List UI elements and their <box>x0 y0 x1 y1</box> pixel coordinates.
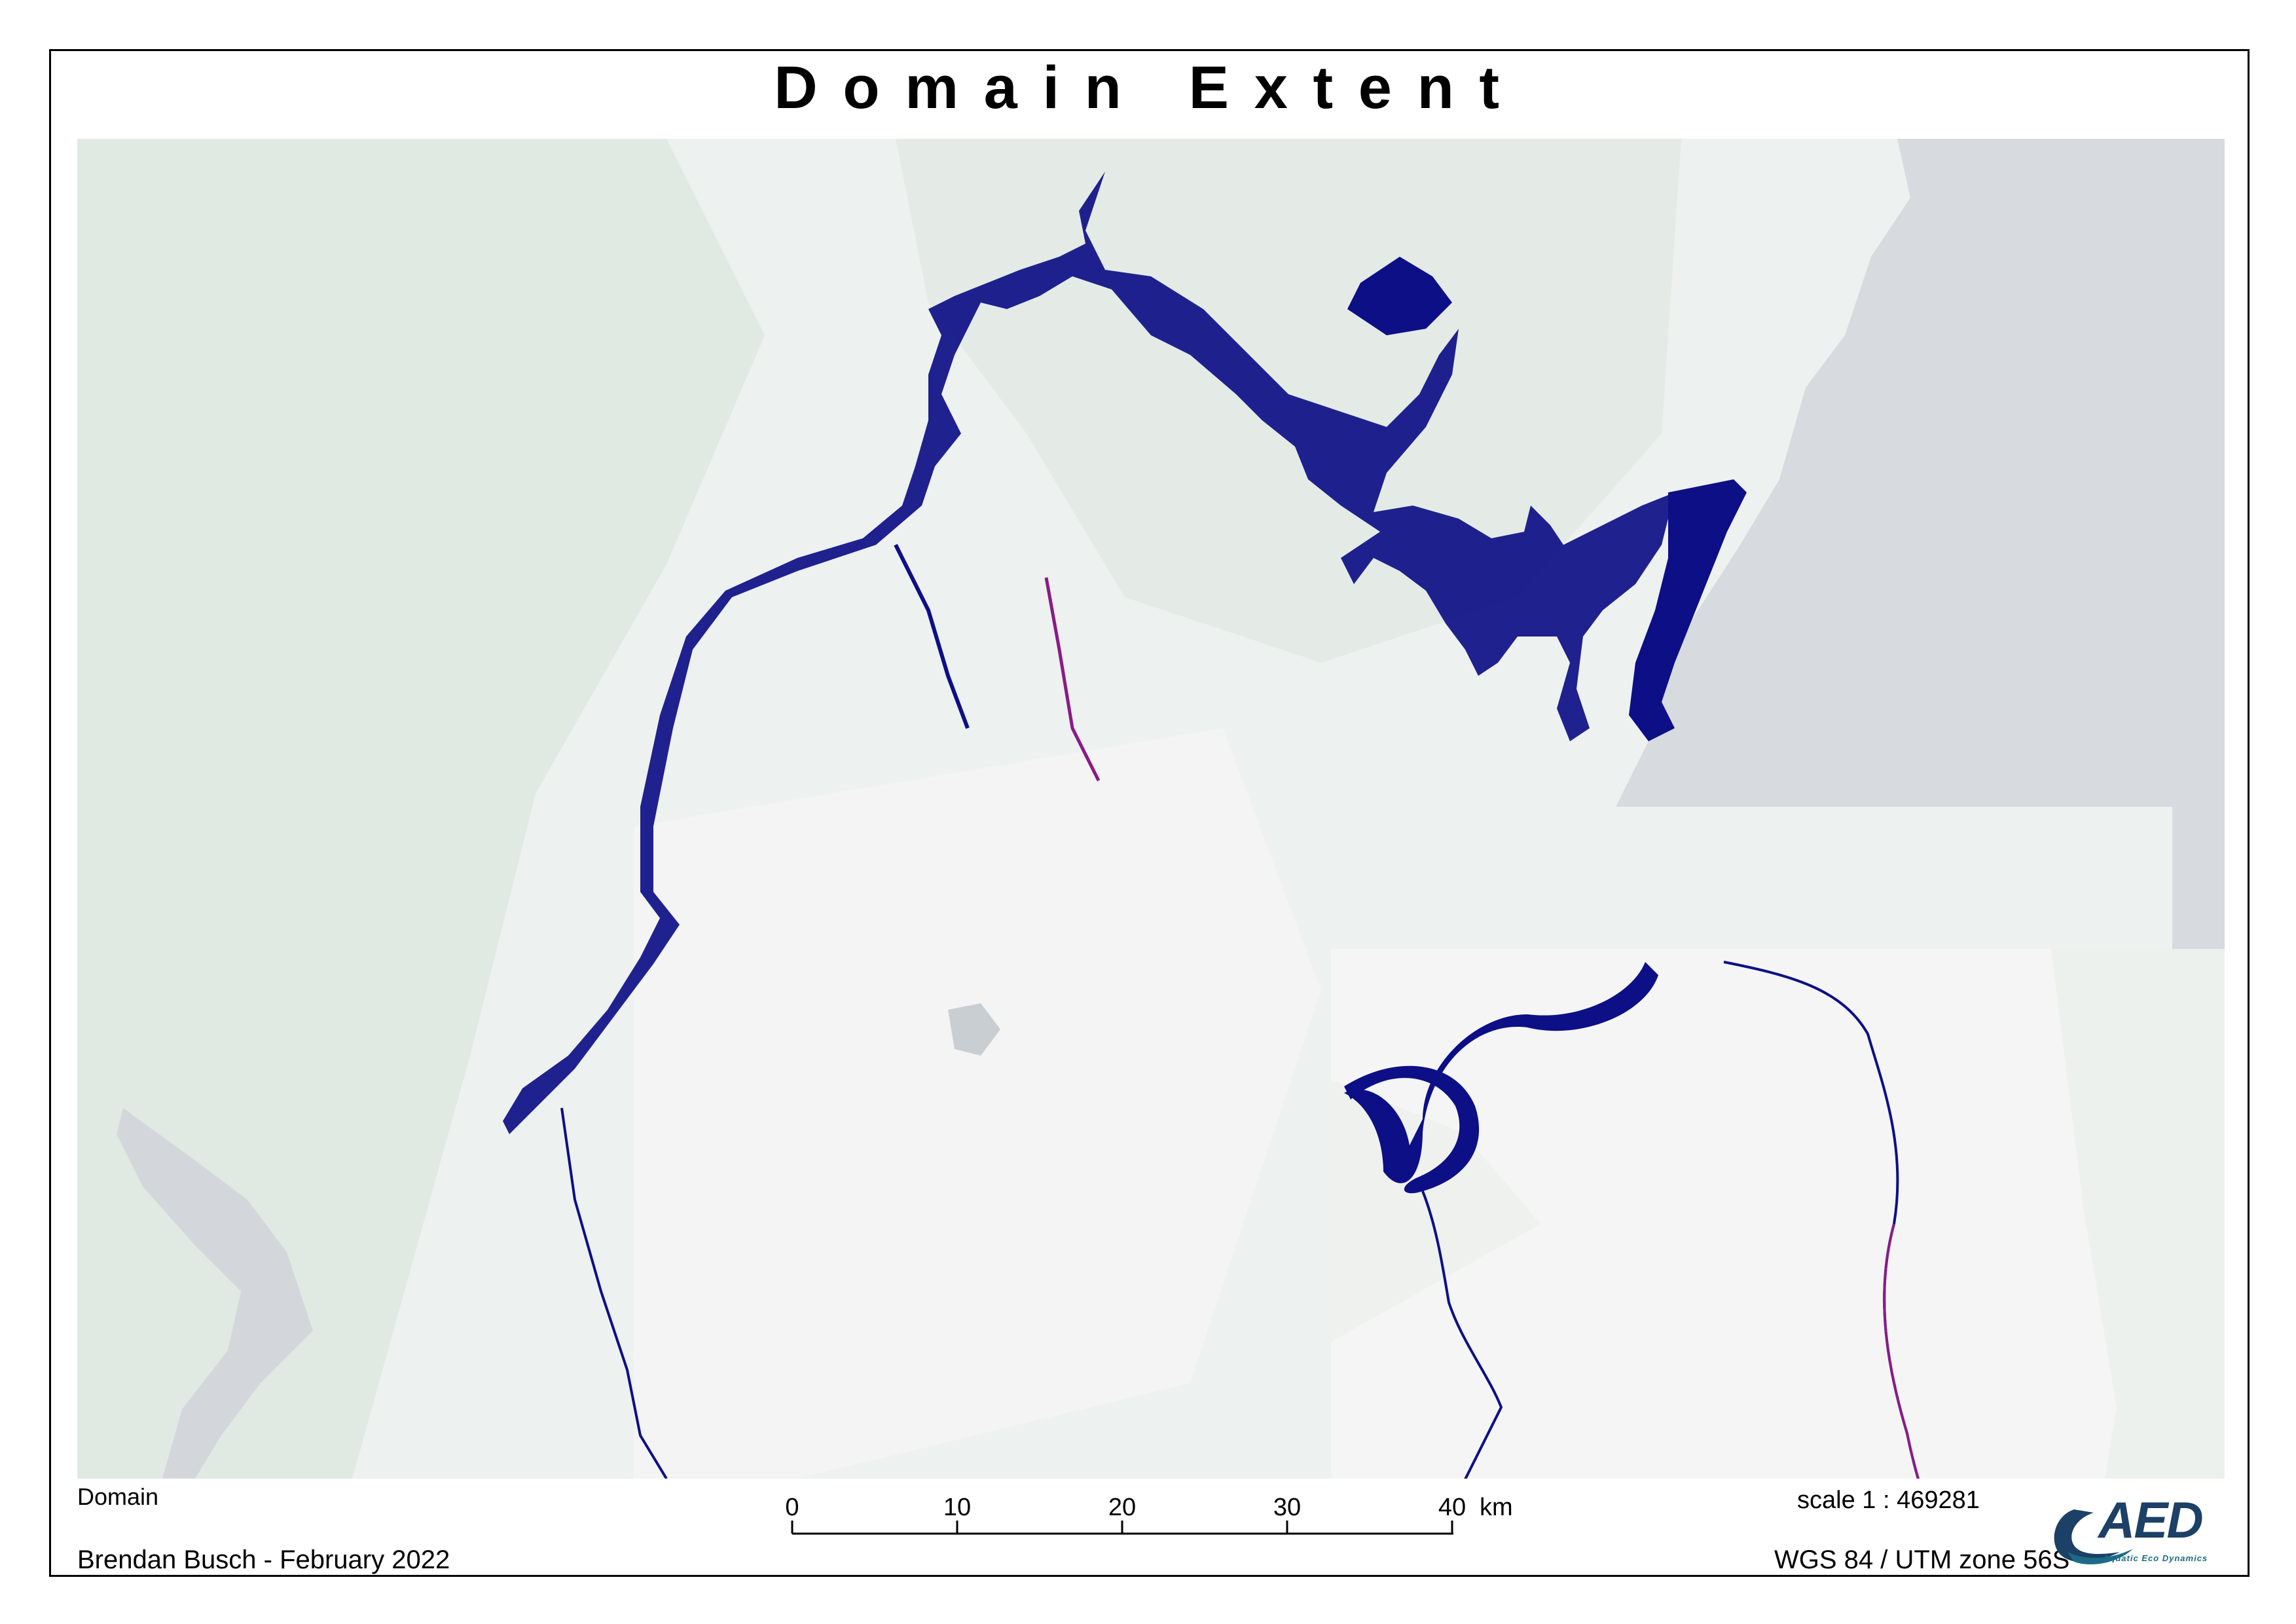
scale-tick-label: 30 <box>1273 1494 1301 1521</box>
map-layout-frame <box>49 49 2250 1577</box>
map-title: Domain Extent <box>774 54 1525 121</box>
inset-land-east <box>2051 949 2225 1479</box>
forest-west <box>77 139 765 1479</box>
coordinate-reference-system: WGS 84 / UTM zone 56S <box>1774 1545 2070 1574</box>
legend-domain-label: Domain <box>77 1483 159 1510</box>
airport <box>948 1003 1000 1056</box>
logo-swirl-icon <box>2054 1509 2133 1564</box>
tributary-west <box>894 544 970 729</box>
reservoir <box>117 1108 313 1479</box>
ocean <box>1616 139 2225 1479</box>
river-south <box>560 1107 668 1479</box>
author-line: Brendan Busch - February 2022 <box>77 1545 450 1574</box>
scale-unit-label: km <box>1480 1494 1513 1521</box>
inset-tributary-upper <box>1883 1223 1920 1479</box>
inset-river-south <box>1421 1190 1503 1479</box>
domain-north-arm <box>1347 257 1452 335</box>
scale-bar-graphic: 0 10 20 30 40 km <box>785 1494 1513 1535</box>
urban-area <box>634 728 1321 1479</box>
inset-river-loop <box>1344 1065 1480 1194</box>
logo-wordmark: AED <box>2098 1491 2204 1549</box>
scale-tick-label: 0 <box>785 1494 799 1521</box>
logo-tagline: Aquatic Eco Dynamics <box>2103 1553 2208 1563</box>
inset-map[interactable] <box>1331 949 2225 1479</box>
scale-tick-label: 20 <box>1108 1494 1136 1521</box>
inset-river-main <box>1344 962 1658 1183</box>
scale-tick-label: 10 <box>943 1494 971 1521</box>
scale-bar: 0 10 20 30 40 km <box>753 1492 1539 1544</box>
aed-logo <box>2048 1490 2231 1575</box>
main-map[interactable] <box>77 139 2225 1479</box>
tributary-central <box>1044 577 1101 782</box>
inset-map-canvas <box>1331 949 2225 1479</box>
scale-ratio: scale 1 : 469281 <box>1797 1486 1980 1514</box>
scale-tick-label: 40 <box>1438 1494 1466 1521</box>
domain-estuary <box>1629 479 1747 741</box>
